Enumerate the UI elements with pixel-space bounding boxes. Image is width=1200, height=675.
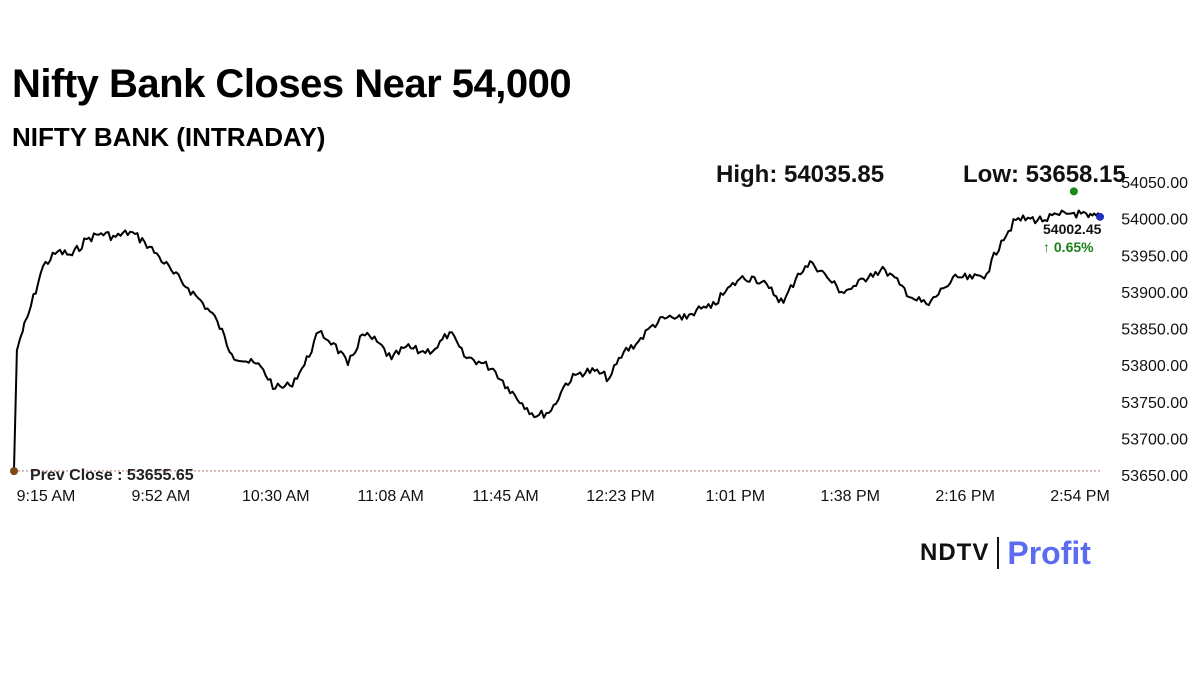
y-tick-label: 53800.00 (1121, 358, 1188, 375)
low-label: Low: 53658.15 (963, 161, 1126, 188)
logo-ndtv: NDTV (920, 539, 990, 566)
prev-close-marker (10, 467, 18, 476)
x-tick-label: 9:52 AM (132, 488, 191, 505)
ndtv-profit-logo: NDTV Profit (920, 533, 1091, 573)
logo-profit: Profit (1007, 534, 1091, 571)
change-label: ↑ 0.65% (1043, 239, 1094, 255)
x-tick-label: 1:38 PM (820, 488, 880, 505)
price-line (13, 209, 1101, 470)
y-tick-label: 54000.00 (1121, 212, 1188, 229)
y-tick-label: 53650.00 (1121, 468, 1188, 485)
logo-divider (997, 537, 1000, 569)
high-label: High: 54035.85 (716, 161, 884, 188)
y-tick-label: 53750.00 (1121, 395, 1188, 412)
headline: Nifty Bank Closes Near 54,000 (12, 62, 572, 106)
x-tick-label: 12:23 PM (586, 488, 654, 505)
x-tick-label: 11:45 AM (472, 488, 538, 505)
x-tick-label: 2:16 PM (935, 488, 995, 505)
prev-close-label: Prev Close : 53655.65 (30, 467, 194, 484)
chart-subtitle: NIFTY BANK (INTRADAY) (12, 122, 326, 152)
high-marker (1069, 187, 1078, 196)
y-tick-label: 53850.00 (1121, 322, 1188, 339)
last-price-marker (1096, 212, 1104, 221)
y-tick-label: 53900.00 (1121, 285, 1188, 302)
y-tick-label: 53950.00 (1121, 248, 1188, 265)
y-tick-label: 53700.00 (1121, 431, 1188, 448)
y-tick-label: 54050.00 (1121, 175, 1188, 192)
x-tick-label: 11:08 AM (357, 488, 423, 505)
x-tick-label: 10:30 AM (242, 488, 310, 505)
x-tick-label: 1:01 PM (706, 488, 766, 505)
x-axis: 9:15 AM 9:52 AM 10:30 AM 11:08 AM 11:45 AM 12… (17, 488, 1110, 505)
last-value-label: 54002.45 (1043, 221, 1102, 237)
y-axis: 54050.00 54000.00 53950.00 53900.00 53850.00… (1121, 175, 1188, 485)
x-tick-label: 9:15 AM (17, 488, 76, 505)
x-tick-label: 2:54 PM (1050, 488, 1110, 505)
